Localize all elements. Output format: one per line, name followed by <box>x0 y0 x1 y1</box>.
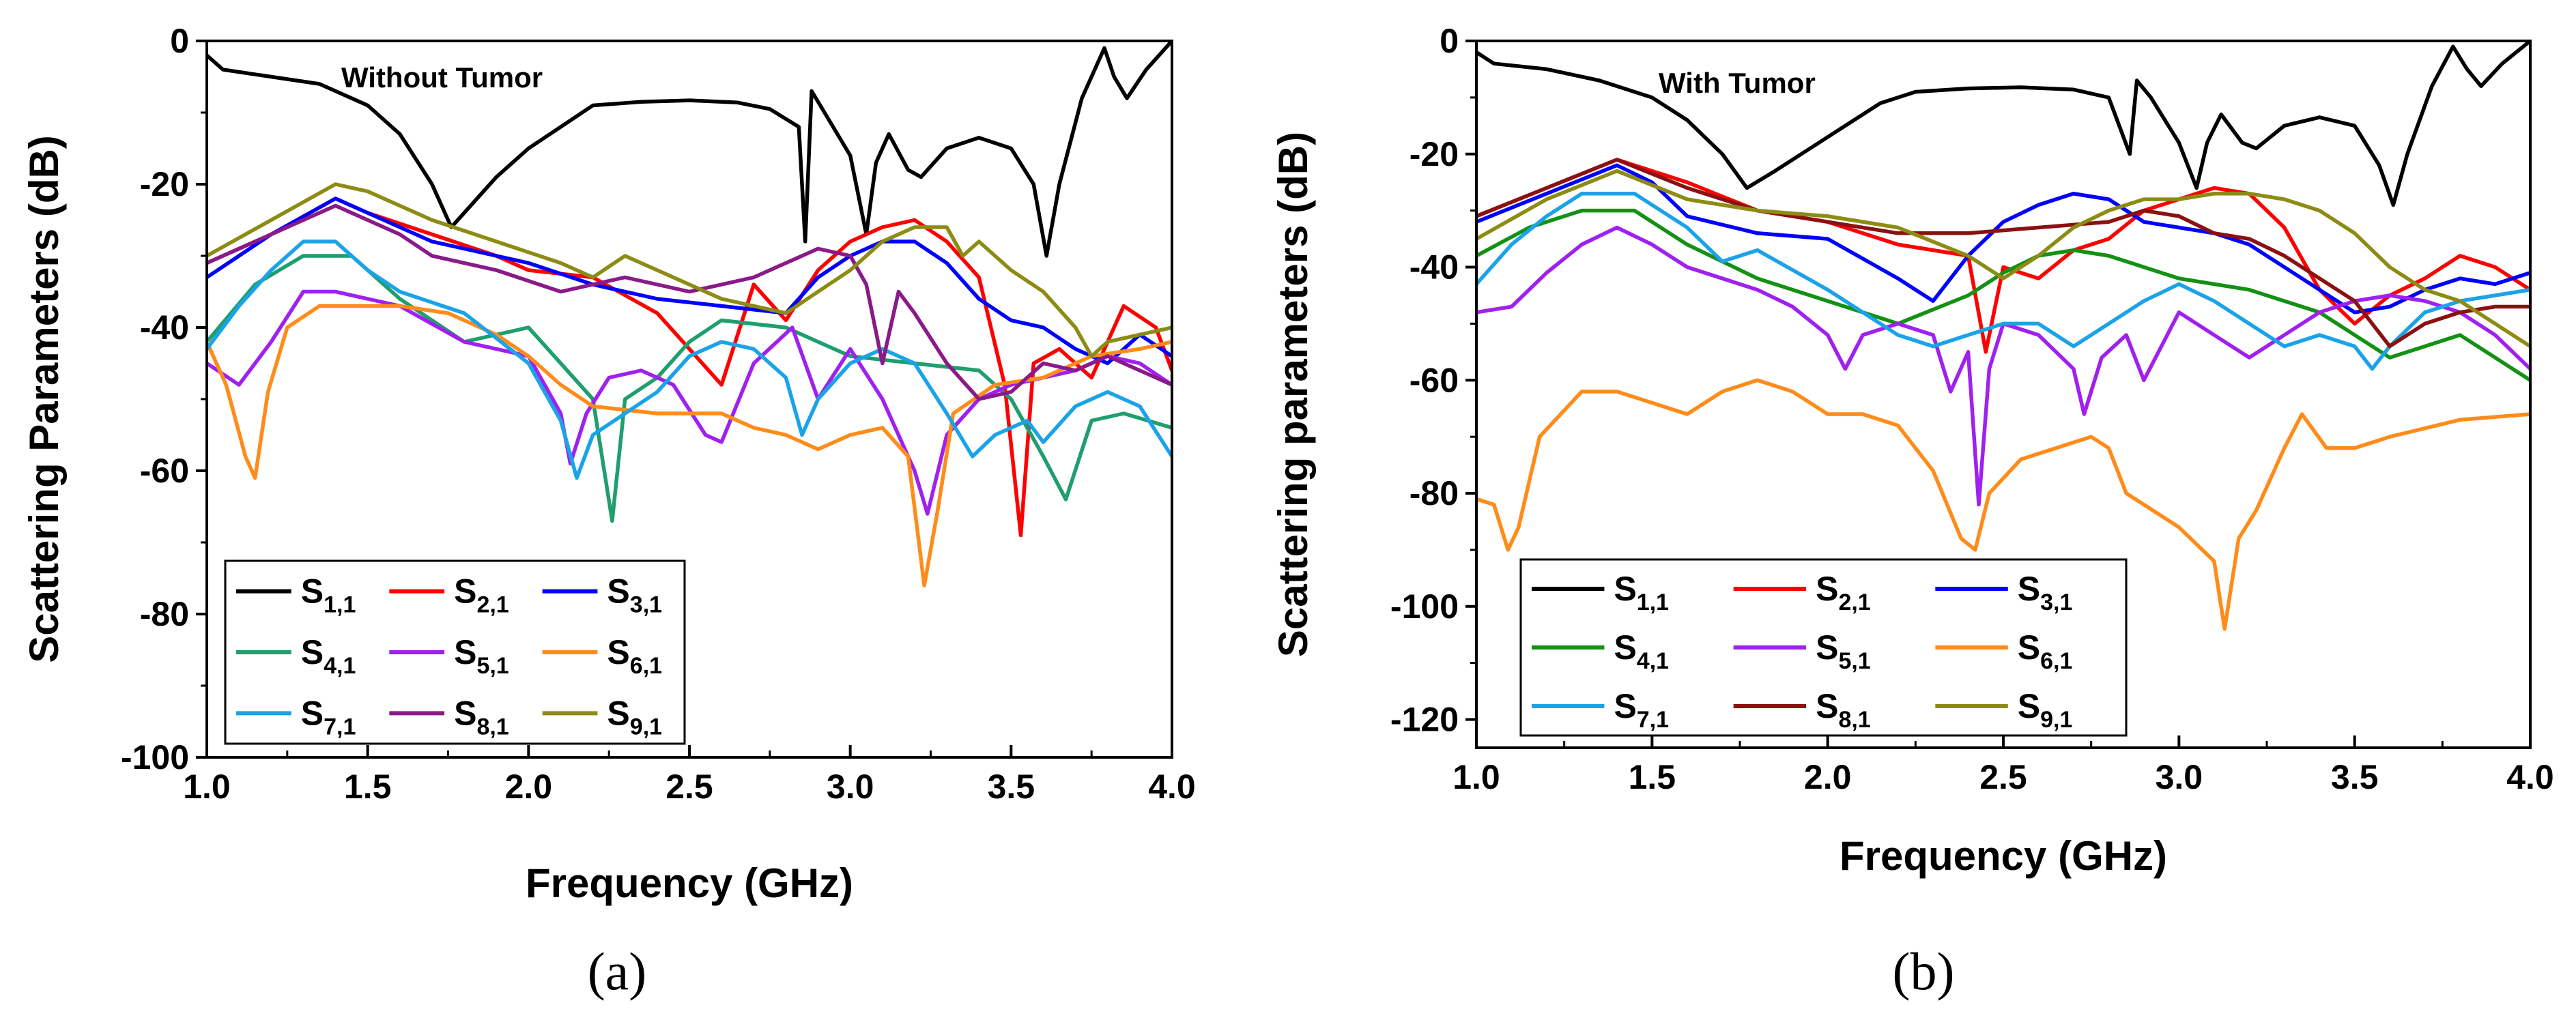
series-line-a-s2-1 <box>207 196 1172 538</box>
series-line-b-s7-1 <box>1476 192 2530 371</box>
x-tick-label-a: 4.0 <box>1148 768 1196 806</box>
legend-label-b: S4,1 <box>1614 628 1669 674</box>
series-line-a-s4-1 <box>207 254 1172 523</box>
series-line-b-s1-1 <box>1476 41 2530 207</box>
y-tick-label-a: 0 <box>170 22 189 60</box>
x-tick-label-b: 4.0 <box>2506 758 2554 796</box>
legend-box-a <box>224 559 686 745</box>
series-line-b-s3-1 <box>1476 163 2530 315</box>
series-line-b-s5-1 <box>1476 225 2530 507</box>
legend-label-a: S2,1 <box>454 572 509 618</box>
x-axis-label-a: Frequency (GHz) <box>526 860 853 906</box>
legend-label-b: S5,1 <box>1816 628 1871 674</box>
series-line-b-s9-1 <box>1476 169 2530 349</box>
y-tick-label-b: -120 <box>1390 701 1459 739</box>
x-tick-label-a: 1.0 <box>183 768 231 806</box>
x-tick-label-a: 3.0 <box>827 768 874 806</box>
series-line-b-s8-1 <box>1476 158 2530 349</box>
series-line-a-s9-1 <box>207 182 1172 358</box>
y-tick-label-b: 0 <box>1440 22 1459 60</box>
y-tick-label-b: -100 <box>1390 587 1459 626</box>
series-line-a-s7-1 <box>207 239 1172 480</box>
series-line-a-s8-1 <box>207 203 1172 401</box>
x-tick-label-a: 3.5 <box>988 768 1035 806</box>
legend-label-b: S3,1 <box>2018 570 2073 615</box>
legend-label-b: S2,1 <box>1816 570 1871 615</box>
y-tick-label-b: -40 <box>1409 248 1459 287</box>
series-line-a-s3-1 <box>207 196 1172 366</box>
legend-label-b: S9,1 <box>2018 687 2073 733</box>
legend-label-a: S8,1 <box>454 694 509 740</box>
y-tick-label-a: -40 <box>140 308 189 347</box>
caption-a: (a) <box>588 942 647 1001</box>
series-lines-a <box>207 41 1172 587</box>
x-tick-label-b: 2.0 <box>1804 758 1852 796</box>
series-line-a-s1-1 <box>207 41 1172 258</box>
y-tick-label-a: -100 <box>121 738 189 776</box>
y-tick-label-a: -20 <box>140 165 189 203</box>
y-axis-label-a: Scattering Parameters (dB) <box>21 135 67 663</box>
series-lines-b <box>1476 41 2530 631</box>
chart-annotation-a: Without Tumor <box>341 61 543 93</box>
legend-label-a: S9,1 <box>607 694 662 740</box>
legend-label-b: S6,1 <box>2018 628 2073 674</box>
y-tick-label-b: -60 <box>1409 361 1459 399</box>
legend-box-b <box>1519 558 2128 737</box>
x-axis-label-b: Frequency (GHz) <box>1840 833 2167 879</box>
x-tick-label-b: 3.5 <box>2331 758 2379 796</box>
chart-annotation-b: With Tumor <box>1659 67 1816 99</box>
x-tick-label-a: 1.5 <box>344 768 392 806</box>
x-tick-label-b: 3.0 <box>2156 758 2203 796</box>
legend-label-a: S4,1 <box>301 633 356 679</box>
legend-label-a: S6,1 <box>607 633 662 679</box>
series-line-b-s6-1 <box>1476 378 2530 631</box>
legend-label-a: S7,1 <box>301 694 356 740</box>
x-tick-label-a: 2.5 <box>666 768 713 806</box>
legend-a: S1,1 S2,1 S3,1 S4,1 S5,1 S6,1 S7,1 S8,1 S9,1 <box>224 559 686 745</box>
legend-b: S1,1 S2,1 S3,1 S4,1 S5,1 S6,1 S7,1 S8,1 S9,1 <box>1519 558 2128 737</box>
legend-label-b: S8,1 <box>1816 687 1871 733</box>
x-tick-label-b: 1.0 <box>1452 758 1500 796</box>
y-tick-label-a: -80 <box>140 595 189 633</box>
chart-panel-a: 1.0 1.5 2.0 2.5 3.0 3.5 4.0 0 -20 -40 -60 -80 -100 Fr… <box>21 22 1196 906</box>
y-tick-label-a: -60 <box>140 452 189 490</box>
y-tick-label-b: -80 <box>1409 474 1459 512</box>
legend-label-b: S7,1 <box>1614 687 1669 733</box>
legend-label-a: S5,1 <box>454 633 509 679</box>
x-tick-label-b: 2.5 <box>1979 758 2027 796</box>
legend-label-a: S1,1 <box>301 572 356 618</box>
series-line-a-s6-1 <box>207 304 1172 587</box>
caption-b: (b) <box>1893 942 1955 1001</box>
x-tick-label-a: 2.0 <box>505 768 553 806</box>
legend-label-a: S3,1 <box>607 572 662 618</box>
y-tick-label-b: -20 <box>1409 135 1459 173</box>
legend-label-b: S1,1 <box>1614 570 1669 615</box>
y-axis-label-b: Scattering parameters (dB) <box>1270 132 1316 657</box>
x-tick-label-b: 1.5 <box>1629 758 1676 796</box>
chart-panel-b: 1.0 1.5 2.0 2.5 3.0 3.5 4.0 0 -20 -40 -60 -80 -100 -1… <box>1270 22 2554 879</box>
series-line-b-s4-1 <box>1476 208 2530 383</box>
